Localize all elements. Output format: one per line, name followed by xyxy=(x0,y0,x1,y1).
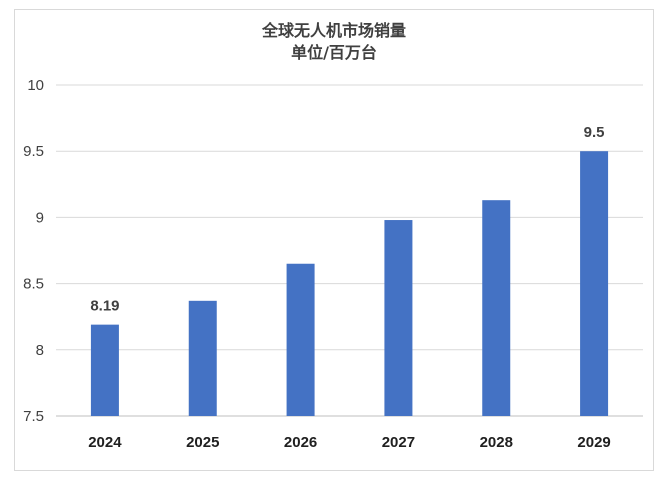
x-tick-label: 2024 xyxy=(88,434,122,451)
chart-title-block: 全球无人机市场销量 单位/百万台 xyxy=(0,20,668,64)
bar xyxy=(188,300,217,416)
bar xyxy=(286,263,315,416)
x-tick-label: 2029 xyxy=(577,434,610,451)
bar xyxy=(580,151,609,416)
y-tick-label: 7.5 xyxy=(23,408,44,425)
data-label: 8.19 xyxy=(90,298,119,315)
bar xyxy=(384,220,413,416)
y-tick-label: 9 xyxy=(36,209,44,226)
x-tick-label: 2028 xyxy=(480,434,513,451)
y-axis-ticks: 7.5 8 8.5 9 9.5 10 xyxy=(23,77,44,425)
x-tick-label: 2025 xyxy=(186,434,219,451)
chart-subtitle: 单位/百万台 xyxy=(291,43,377,62)
y-tick-label: 10 xyxy=(27,77,44,94)
bars xyxy=(90,151,609,416)
x-axis-ticks: 2024 2025 2026 2027 2028 2029 xyxy=(88,434,611,451)
x-tick-label: 2027 xyxy=(382,434,415,451)
data-label: 9.5 xyxy=(584,124,605,141)
chart-frame xyxy=(14,9,654,471)
bar xyxy=(90,324,119,416)
gridlines xyxy=(56,84,643,417)
bar xyxy=(482,200,511,416)
data-labels: 8.19 9.5 xyxy=(90,124,604,314)
y-tick-label: 8.5 xyxy=(23,276,44,293)
y-tick-label: 9.5 xyxy=(23,143,44,160)
x-tick-label: 2026 xyxy=(284,434,317,451)
chart-title: 全球无人机市场销量 xyxy=(261,21,406,40)
y-tick-label: 8 xyxy=(36,342,44,359)
